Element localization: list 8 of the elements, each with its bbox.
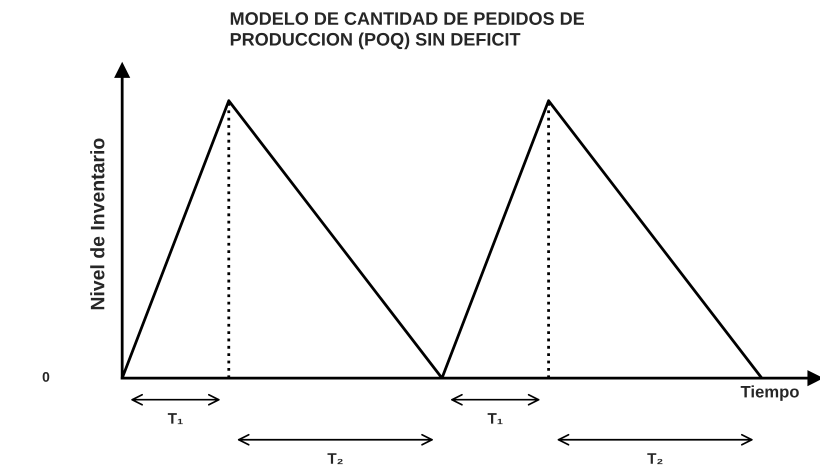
text: T₁ [488, 413, 503, 424]
x-axis-title: Tiempo [740, 385, 799, 401]
text: T₁ [168, 413, 183, 424]
y-axis-title: Nivel de Inventario [90, 138, 104, 310]
text: T₂ [327, 453, 343, 464]
text: 0 [42, 372, 50, 382]
text: T₂ [647, 453, 662, 464]
chart-title: MODELO DE CANTIDAD DE PEDIDOS DE PRODUCCION (POQ) SIN DEFICIT [230, 12, 584, 50]
